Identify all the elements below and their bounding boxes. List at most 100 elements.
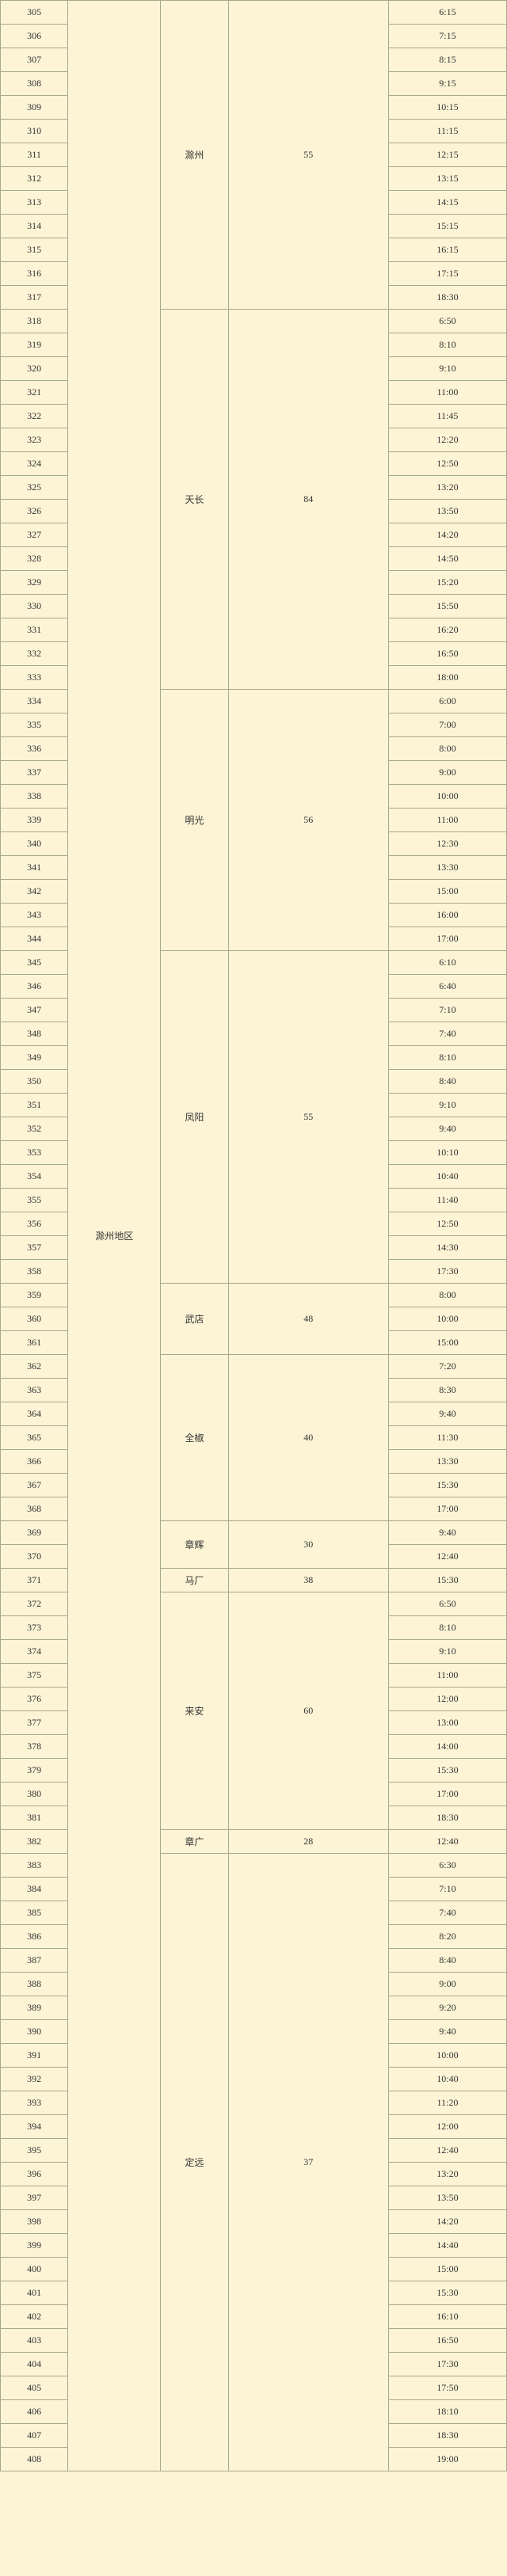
row-id: 359 [1, 1284, 68, 1307]
distance-cell: 55 [228, 951, 388, 1284]
time-cell: 14:50 [388, 547, 506, 571]
row-id: 379 [1, 1759, 68, 1783]
time-cell: 8:15 [388, 48, 506, 72]
time-cell: 8:10 [388, 1046, 506, 1070]
origin-cell: 明光 [161, 690, 228, 951]
row-id: 363 [1, 1379, 68, 1402]
time-cell: 6:30 [388, 1854, 506, 1878]
time-cell: 13:30 [388, 1450, 506, 1474]
time-cell: 11:30 [388, 1426, 506, 1450]
row-id: 394 [1, 2115, 68, 2139]
origin-cell: 凤阳 [161, 951, 228, 1284]
row-id: 383 [1, 1854, 68, 1878]
row-id: 347 [1, 999, 68, 1022]
time-cell: 9:40 [388, 2020, 506, 2044]
row-id: 358 [1, 1260, 68, 1284]
row-id: 315 [1, 238, 68, 262]
row-id: 392 [1, 2068, 68, 2091]
row-id: 398 [1, 2210, 68, 2234]
time-cell: 6:50 [388, 1592, 506, 1616]
row-id: 348 [1, 1022, 68, 1046]
distance-cell: 48 [228, 1284, 388, 1355]
row-id: 319 [1, 333, 68, 357]
row-id: 305 [1, 1, 68, 25]
row-id: 374 [1, 1640, 68, 1664]
row-id: 393 [1, 2091, 68, 2115]
time-cell: 12:00 [388, 1688, 506, 1711]
time-cell: 8:40 [388, 1949, 506, 1973]
time-cell: 12:40 [388, 2139, 506, 2163]
time-cell: 6:15 [388, 1, 506, 25]
row-id: 396 [1, 2163, 68, 2186]
row-id: 401 [1, 2281, 68, 2305]
row-id: 321 [1, 381, 68, 405]
row-id: 326 [1, 500, 68, 523]
time-cell: 13:20 [388, 476, 506, 500]
row-id: 370 [1, 1545, 68, 1569]
time-cell: 13:50 [388, 500, 506, 523]
row-id: 385 [1, 1901, 68, 1925]
time-cell: 8:00 [388, 737, 506, 761]
time-cell: 9:15 [388, 72, 506, 96]
time-cell: 12:40 [388, 1545, 506, 1569]
row-id: 386 [1, 1925, 68, 1949]
time-cell: 10:15 [388, 96, 506, 120]
time-cell: 14:40 [388, 2234, 506, 2258]
time-cell: 6:00 [388, 690, 506, 713]
row-id: 320 [1, 357, 68, 381]
row-id: 309 [1, 96, 68, 120]
row-id: 362 [1, 1355, 68, 1379]
row-id: 391 [1, 2044, 68, 2068]
row-id: 325 [1, 476, 68, 500]
time-cell: 7:20 [388, 1355, 506, 1379]
time-cell: 8:20 [388, 1925, 506, 1949]
time-cell: 15:00 [388, 1331, 506, 1355]
row-id: 387 [1, 1949, 68, 1973]
time-cell: 8:00 [388, 1284, 506, 1307]
row-id: 403 [1, 2329, 68, 2353]
time-cell: 13:15 [388, 167, 506, 191]
time-cell: 12:50 [388, 1212, 506, 1236]
row-id: 341 [1, 856, 68, 880]
time-cell: 10:00 [388, 1307, 506, 1331]
time-cell: 15:00 [388, 2258, 506, 2281]
time-cell: 9:20 [388, 1996, 506, 2020]
time-cell: 17:30 [388, 1260, 506, 1284]
schedule-table: 305滁州地区滁州556:153067:153078:153089:153091… [0, 0, 507, 2471]
time-cell: 12:00 [388, 2115, 506, 2139]
row-id: 329 [1, 571, 68, 595]
time-cell: 11:40 [388, 1189, 506, 1212]
distance-cell: 60 [228, 1592, 388, 1830]
distance-cell: 84 [228, 310, 388, 690]
row-id: 338 [1, 785, 68, 809]
row-id: 343 [1, 904, 68, 927]
distance-cell: 38 [228, 1569, 388, 1592]
row-id: 368 [1, 1497, 68, 1521]
time-cell: 12:40 [388, 1830, 506, 1854]
origin-cell: 章广 [161, 1830, 228, 1854]
row-id: 376 [1, 1688, 68, 1711]
row-id: 307 [1, 48, 68, 72]
time-cell: 11:45 [388, 405, 506, 428]
time-cell: 7:15 [388, 25, 506, 48]
time-cell: 9:00 [388, 1973, 506, 1996]
row-id: 402 [1, 2305, 68, 2329]
origin-cell: 章辉 [161, 1521, 228, 1569]
row-id: 371 [1, 1569, 68, 1592]
row-id: 366 [1, 1450, 68, 1474]
time-cell: 15:30 [388, 2281, 506, 2305]
time-cell: 6:10 [388, 951, 506, 975]
time-cell: 10:00 [388, 785, 506, 809]
time-cell: 15:00 [388, 880, 506, 904]
row-id: 395 [1, 2139, 68, 2163]
row-id: 317 [1, 286, 68, 310]
row-id: 331 [1, 618, 68, 642]
origin-cell: 来安 [161, 1592, 228, 1830]
time-cell: 12:30 [388, 832, 506, 856]
row-id: 375 [1, 1664, 68, 1688]
time-cell: 17:00 [388, 927, 506, 951]
row-id: 330 [1, 595, 68, 618]
time-cell: 19:00 [388, 2448, 506, 2471]
time-cell: 18:30 [388, 1806, 506, 1830]
time-cell: 10:10 [388, 1141, 506, 1165]
